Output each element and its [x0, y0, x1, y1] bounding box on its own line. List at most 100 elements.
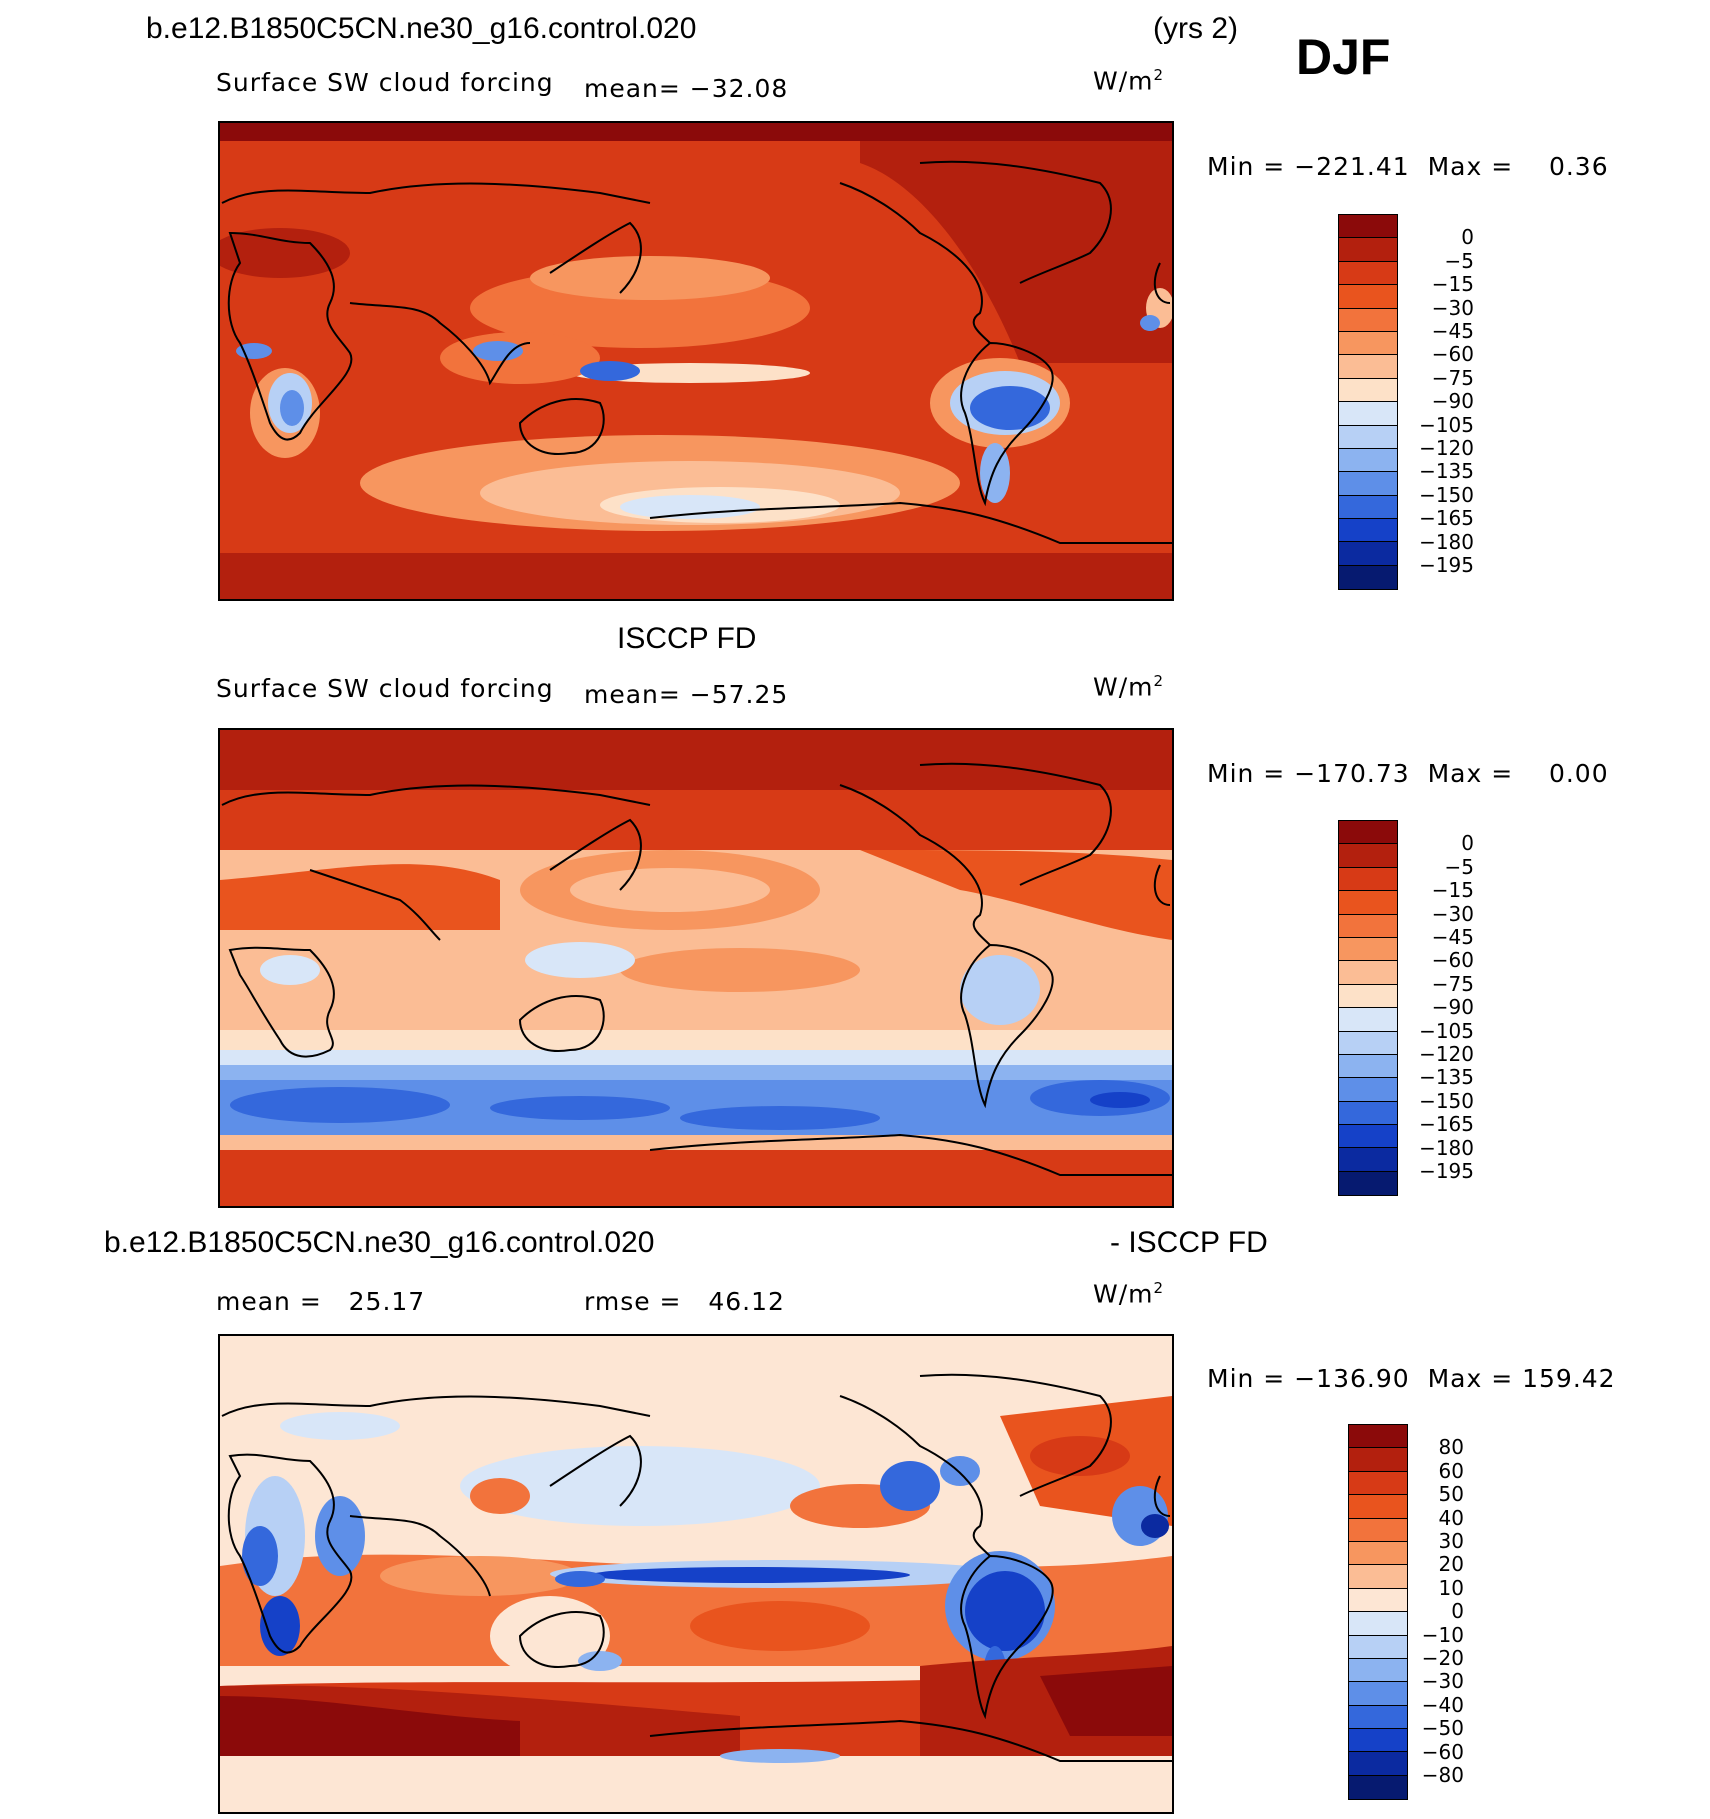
- panel1-colorbar-tick-label: −75: [1431, 365, 1474, 390]
- panel2-colorbar-swatch: [1339, 867, 1397, 892]
- panel2-colorbar-swatch: [1339, 984, 1397, 1009]
- panel1-colorbar-tick-label: −120: [1419, 436, 1474, 460]
- panel2-colorbar-swatch: [1339, 1078, 1397, 1102]
- panel2-colorbar-swatch: [1339, 844, 1397, 868]
- panel2-colorbar-tick-label: −45: [1431, 925, 1474, 949]
- panel3-colorbar-swatch: [1349, 1518, 1407, 1542]
- panel3-colorbar-labels: 80 60 50 40 30 20 10 0 −10 −20 −30 −40 −50 −60 −80: [1386, 1424, 1464, 1800]
- panel3-colorbar-tick-label: 20: [1438, 1552, 1464, 1577]
- panel3-colorbar-swatch: [1349, 1565, 1407, 1589]
- panel3-colorbar: [1348, 1424, 1408, 1801]
- panel2-colorbar-tick-label: −60: [1431, 948, 1474, 973]
- panel2-colorbar-tick-label: −90: [1431, 995, 1474, 1020]
- panel1-colorbar-swatch: [1339, 472, 1397, 496]
- panel1-variable-label: Surface SW cloud forcing: [216, 68, 554, 97]
- panel2-colorbar-tick-label: −135: [1419, 1065, 1474, 1090]
- panel2-variable-label: Surface SW cloud forcing: [216, 674, 554, 703]
- panel3-title-right: - ISCCP FD: [1110, 1226, 1268, 1259]
- panel2-colorbar-tick-label: −195: [1419, 1159, 1474, 1183]
- panel1-colorbar-swatch: [1339, 448, 1397, 473]
- panel2-map-plot: [220, 730, 1172, 1206]
- panel1-colorbar-swatch: [1339, 308, 1397, 332]
- panel3-colorbar-swatch: [1349, 1752, 1407, 1776]
- panel3-min-max: Min = −136.90 Max = 159.42: [1207, 1364, 1616, 1393]
- panel3-colorbar-tick-label: 40: [1438, 1505, 1464, 1530]
- panel2-colorbar-swatch: [1339, 1101, 1397, 1126]
- panel1-colorbar-tick-label: 0: [1461, 225, 1474, 250]
- panel1-map-plot: [220, 123, 1172, 599]
- panel1-colorbar-swatch: [1339, 238, 1397, 262]
- panel2-colorbar-tick-label: −75: [1431, 971, 1474, 996]
- panel2-units-label: W/m2: [1093, 672, 1165, 702]
- panel3-colorbar-tick-label: −80: [1421, 1763, 1464, 1787]
- panel1-mean-label: mean= −32.08: [584, 74, 789, 103]
- panel2-colorbar-swatch: [1339, 1008, 1397, 1032]
- panel3-map: [218, 1334, 1174, 1814]
- panel2-colorbar-tick-label: −30: [1431, 901, 1474, 926]
- panel1-colorbar-swatch: [1339, 402, 1397, 426]
- panel2-colorbar-swatch: [1339, 1031, 1397, 1055]
- panel2-colorbar-tick-label: 0: [1461, 831, 1474, 856]
- panel3-colorbar-tick-label: 80: [1438, 1435, 1464, 1460]
- panel3-colorbar-swatch: [1349, 1705, 1407, 1730]
- panel3-colorbar-swatch: [1349, 1471, 1407, 1496]
- panel2-colorbar-swatch: [1339, 1054, 1397, 1079]
- years-label: (yrs 2): [1153, 12, 1238, 45]
- panel3-colorbar-swatch: [1349, 1612, 1407, 1636]
- panel3-colorbar-swatch: [1349, 1775, 1407, 1800]
- panel2-colorbar-swatch: [1339, 914, 1397, 938]
- panel2-colorbar-labels: 0 −5 −15 −30 −45 −60 −75 −90 −105 −120 −135 −150 −16…: [1376, 820, 1474, 1196]
- panel2-colorbar-swatch: [1339, 1148, 1397, 1172]
- panel3-units-label: W/m2: [1093, 1279, 1165, 1309]
- panel3-rmse-stat: rmse = 46.12: [584, 1287, 785, 1316]
- panel2-colorbar-tick-label: −120: [1419, 1042, 1474, 1066]
- panel1-colorbar-swatch: [1339, 215, 1397, 239]
- panel3-colorbar-tick-label: 60: [1438, 1458, 1464, 1483]
- panel1-colorbar-swatch: [1339, 355, 1397, 379]
- panel1-colorbar-tick-label: −90: [1431, 389, 1474, 414]
- panel2-colorbar-tick-label: −105: [1419, 1018, 1474, 1043]
- panel2-colorbar-tick-label: −150: [1419, 1088, 1474, 1113]
- panel3-colorbar-swatch: [1349, 1495, 1407, 1519]
- panel1-colorbar-tick-label: −60: [1431, 342, 1474, 367]
- panel1-colorbar: [1338, 214, 1398, 591]
- panel3-title-left: b.e12.B1850C5CN.ne30_g16.control.020: [104, 1226, 655, 1259]
- panel2-colorbar: [1338, 820, 1398, 1197]
- panel1-colorbar-tick-label: −15: [1431, 272, 1474, 297]
- panel1-colorbar-swatch: [1339, 565, 1397, 590]
- panel1-colorbar-tick-label: −165: [1419, 506, 1474, 531]
- panel3-colorbar-tick-label: 10: [1438, 1575, 1464, 1600]
- panel1-colorbar-swatch: [1339, 261, 1397, 286]
- panel1-colorbar-tick-label: −150: [1419, 482, 1474, 507]
- panel2-colorbar-swatch: [1339, 1171, 1397, 1196]
- panel3-colorbar-swatch: [1349, 1588, 1407, 1613]
- panel3-colorbar-swatch: [1349, 1729, 1407, 1753]
- panel1-colorbar-swatch: [1339, 519, 1397, 543]
- panel2-colorbar-tick-label: −5: [1444, 854, 1474, 879]
- panel3-colorbar-tick-label: 50: [1438, 1482, 1464, 1507]
- panel3-colorbar-tick-label: 30: [1438, 1529, 1464, 1553]
- panel2-title: ISCCP FD: [617, 622, 757, 655]
- panel3-colorbar-swatch: [1349, 1658, 1407, 1683]
- panel2-colorbar-swatch: [1339, 891, 1397, 915]
- panel1-colorbar-tick-label: −5: [1444, 248, 1474, 273]
- panel1-colorbar-tick-label: −105: [1419, 412, 1474, 437]
- case-title: b.e12.B1850C5CN.ne30_g16.control.020: [146, 12, 697, 45]
- panel1-colorbar-swatch: [1339, 425, 1397, 449]
- panel3-map-plot: [220, 1336, 1172, 1812]
- panel3-colorbar-swatch: [1349, 1425, 1407, 1449]
- panel2-min-max: Min = −170.73 Max = 0.00: [1207, 759, 1609, 788]
- panel2-mean-label: mean= −57.25: [584, 680, 789, 709]
- panel3-colorbar-tick-label: −30: [1421, 1669, 1464, 1694]
- panel1-units-label: W/m2: [1093, 66, 1165, 96]
- panel2-colorbar-tick-label: −15: [1431, 878, 1474, 903]
- panel3-colorbar-swatch: [1349, 1448, 1407, 1472]
- panel1-colorbar-tick-label: −180: [1419, 529, 1474, 554]
- panel3-colorbar-swatch: [1349, 1682, 1407, 1706]
- panel2-colorbar-swatch: [1339, 937, 1397, 962]
- panel1-min-max: Min = −221.41 Max = 0.36: [1207, 152, 1609, 181]
- panel2-colorbar-swatch: [1339, 961, 1397, 985]
- panel1-colorbar-tick-label: −30: [1431, 295, 1474, 320]
- season-label: DJF: [1296, 29, 1391, 85]
- panel2-colorbar-swatch: [1339, 821, 1397, 845]
